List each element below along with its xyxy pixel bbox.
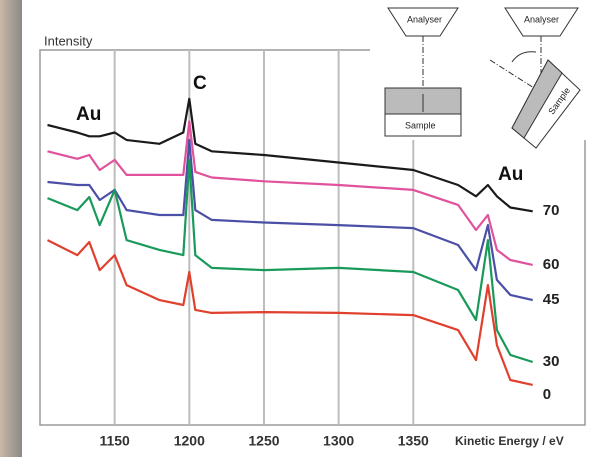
- x-tick-label: 1300: [323, 433, 354, 449]
- analyser-shape: [504, 7, 579, 37]
- inset-label: Analyser: [524, 14, 559, 24]
- series-label: 70: [543, 202, 560, 219]
- series-label: 30: [543, 353, 560, 370]
- series-line: [47, 158, 534, 364]
- series-label: 45: [543, 291, 560, 308]
- tilted-sample-top: [511, 59, 563, 139]
- x-tick-label: 1250: [248, 433, 279, 449]
- x-axis-label: Kinetic Energy / eV: [455, 434, 564, 448]
- x-tick-label: 1350: [398, 433, 429, 449]
- inset-label: Analyser: [407, 14, 442, 24]
- series-line: [47, 239, 533, 386]
- inset-label: Sample: [405, 120, 436, 130]
- y-axis-label: Intensity: [44, 33, 93, 48]
- x-tick-label: 1150: [99, 433, 130, 449]
- series-line: [47, 138, 533, 302]
- series-line: [47, 97, 533, 213]
- background-photo: [0, 0, 22, 457]
- annotation: C: [193, 73, 207, 94]
- annotation: Au: [76, 104, 101, 125]
- series-line: [47, 120, 533, 266]
- annotation: Au: [498, 164, 523, 185]
- angle-arc: [511, 51, 537, 63]
- lines: [47, 97, 534, 386]
- analyser-shape: [387, 7, 459, 37]
- series-label: 60: [543, 256, 560, 273]
- inset-diagram: Analyser Sample Analyser Sample: [370, 0, 592, 149]
- x-tick-label: 1200: [174, 433, 205, 449]
- series-label: 0: [543, 386, 551, 403]
